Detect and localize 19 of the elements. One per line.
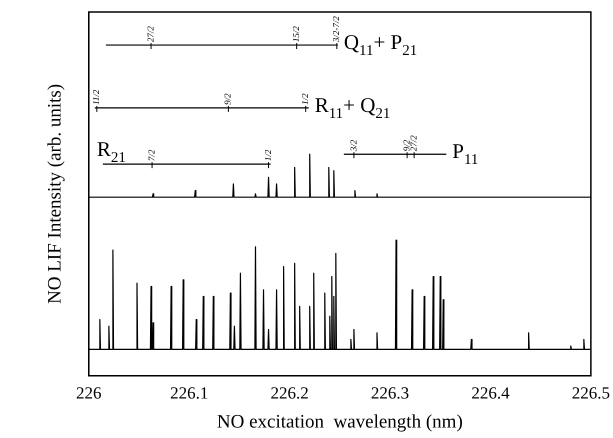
x-tick-label: 226.4 — [471, 383, 510, 402]
x-tick-label: 226.3 — [370, 383, 410, 402]
x-tick-label: 226.2 — [270, 383, 309, 402]
annotation: 27/2 — [408, 134, 419, 152]
annotation: 15/2 — [291, 26, 302, 42]
x-tick-label: 226 — [76, 383, 102, 402]
x-axis-title: NO excitation wavelength (nm) — [216, 412, 463, 433]
annotation: 3/2-7/2 — [331, 16, 342, 44]
x-tick-label: 226.1 — [170, 383, 208, 402]
annotation: 7/2 — [146, 149, 156, 162]
annotation: 9/2 — [401, 139, 412, 152]
x-tick-label: 226.5 — [572, 383, 610, 402]
annotation: 1/2 — [262, 149, 273, 162]
y-axis-title: NO LIF Intensity (arb. units) — [44, 84, 66, 304]
annotation: 3/2 — [348, 139, 358, 152]
annotation: 1/2 — [300, 92, 310, 105]
annotation: 9/2 — [222, 92, 233, 105]
annotation: 27/2 — [145, 26, 156, 42]
annotation: 11/2 — [91, 89, 102, 105]
